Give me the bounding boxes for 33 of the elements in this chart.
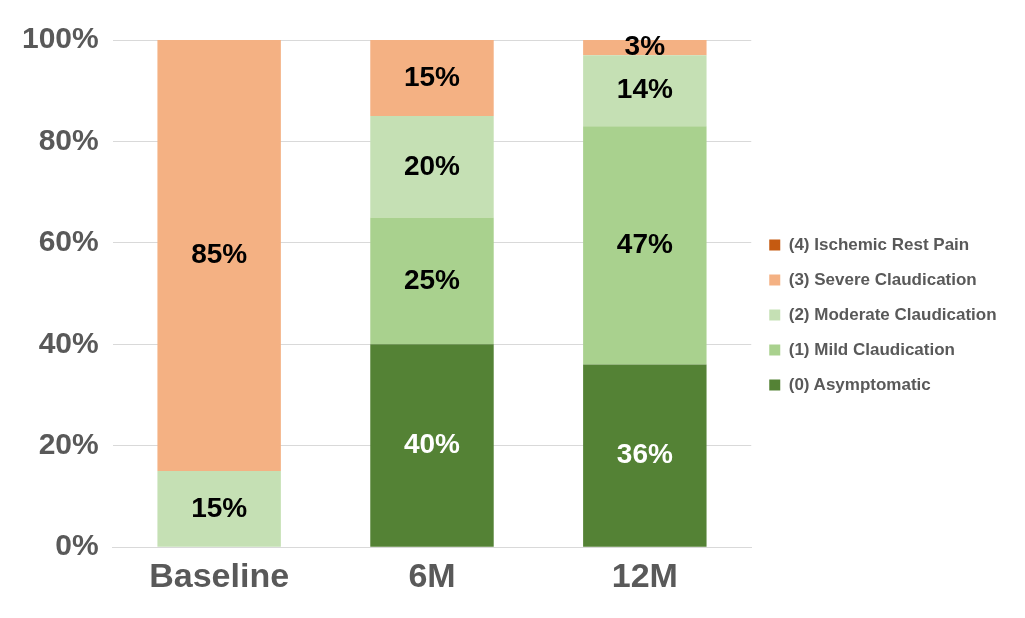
bar bbox=[370, 40, 494, 117]
bar bbox=[370, 344, 494, 547]
data-label: 47% bbox=[616, 228, 673, 260]
data-label: 85% bbox=[191, 238, 248, 270]
data-label: 20% bbox=[403, 149, 461, 181]
legend-label: (1) Mild Claudication bbox=[788, 339, 955, 359]
bar bbox=[583, 55, 707, 127]
y-tick-label: 100% bbox=[21, 21, 99, 55]
legend-label: (0) Asymptomatic bbox=[788, 374, 931, 394]
data-label: 14% bbox=[616, 73, 673, 105]
bar bbox=[370, 116, 494, 218]
x-tick-label: 12M bbox=[611, 555, 678, 594]
bar bbox=[157, 40, 281, 472]
legend-label: (4) Ischemic Rest Pain bbox=[788, 234, 970, 254]
y-tick-label: 40% bbox=[38, 325, 99, 359]
bar bbox=[370, 217, 494, 345]
data-label: 15% bbox=[191, 491, 248, 523]
bar bbox=[583, 126, 707, 365]
y-tick-label: 80% bbox=[38, 122, 99, 156]
y-tick-label: 20% bbox=[38, 427, 99, 461]
x-tick-label: Baseline bbox=[149, 555, 290, 594]
data-label: 36% bbox=[616, 438, 673, 470]
data-label: 3% bbox=[624, 30, 666, 62]
legend-label: (3) Severe Claudication bbox=[788, 269, 977, 289]
bar bbox=[157, 471, 281, 547]
data-label: 25% bbox=[403, 263, 461, 295]
data-label: 15% bbox=[403, 60, 461, 92]
data-label: 40% bbox=[403, 428, 461, 460]
bar bbox=[583, 364, 707, 547]
legend-label: (2) Moderate Claudication bbox=[788, 304, 997, 324]
y-tick-label: 0% bbox=[55, 528, 99, 562]
y-tick-label: 60% bbox=[38, 224, 99, 258]
x-tick-label: 6M bbox=[408, 555, 456, 594]
